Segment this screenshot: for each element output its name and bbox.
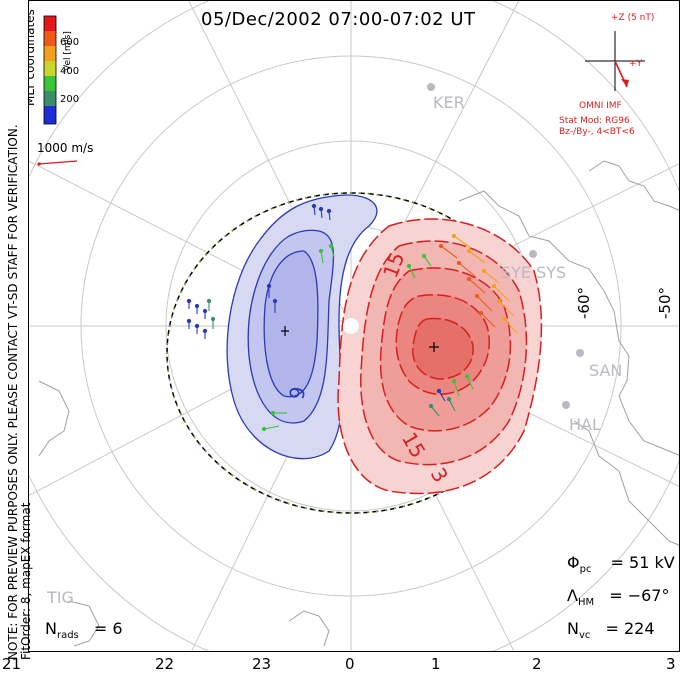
imf-source: OMNI IMF [579,101,622,111]
stat-lambda-symbol: Λ [567,586,578,605]
stat-nrads-value: = 6 [93,619,123,638]
stat-phi-symbol: Φ [567,553,580,572]
stat-phi-value: = 51 kV [610,553,675,572]
color-bar-tick-600: 600 [60,37,80,48]
imf-z-label: +Z (5 nT) [611,13,655,23]
station-san: SAN [589,361,623,380]
stat-nrads-sub: rads [56,630,79,642]
stat-lambda-sub: HM [577,597,595,609]
mlt-tick-3: 3 [666,655,676,673]
reference-vector-label: 1000 m/s [37,141,94,155]
station-ker: KER [433,93,465,112]
reference-vector [37,160,78,166]
potential-max-marker [429,342,439,352]
side-note-line2: FitOrder: 8, mapEX format [19,502,33,660]
color-bar-label: Vel [m/s] [63,31,73,71]
station-tig: TIG [47,588,74,607]
velocity-color-bar [43,15,57,125]
imf-y-label: +Y [629,59,643,69]
imf-model-line1: Stat Mod: RG96 [559,116,630,126]
stat-lambda-hm: ΛHM = −67° [567,586,669,608]
map-title: 05/Dec/2002 07:00-07:02 UT [201,9,476,30]
mlt-tick-21: 21 [2,655,22,673]
stat-nrads-symbol: N [45,619,57,638]
mlt-tick-2: 2 [532,655,542,673]
station-markers [427,83,584,409]
stat-nvc-symbol: N [567,619,579,638]
pole-marker [343,318,359,334]
coastlines [38,160,679,647]
stat-phi-pc: Φpc = 51 kV [567,553,675,575]
color-bar-tick-200: 200 [60,94,80,105]
velocity-vectors [186,203,518,432]
station-hal: HAL [569,415,601,434]
mlt-tick-0: 0 [345,655,355,673]
station-sye-sys: SYE SYS [501,263,567,282]
positive-potential-cell [337,218,543,495]
stat-nvc: Nvc = 224 [567,619,655,641]
imf-dial [585,31,645,91]
color-bar-tick-400: 400 [60,66,80,77]
stat-nvc-sub: vc [578,630,591,642]
side-note: NOTE: FOR PREVIEW PURPOSES ONLY. PLEASE … [6,20,33,660]
mlt-tick-22: 22 [155,655,175,673]
convection-map [29,1,679,651]
stat-phi-sub: pc [579,564,592,576]
imf-model-line2: Bz-/By-, 4<BT<6 [559,127,635,137]
stat-lambda-value: = −67° [609,586,670,605]
stat-nvc-value: = 224 [605,619,655,638]
latitude-label-50: -50° [656,287,674,319]
mlt-tick-1: 1 [431,655,441,673]
mlt-tick-23: 23 [252,655,272,673]
latitude-label-60: -60° [575,287,593,319]
map-frame: 05/Dec/2002 07:00-07:02 UT 600 400 200 V… [28,0,680,652]
stat-nrads: Nrads = 6 [45,619,123,641]
